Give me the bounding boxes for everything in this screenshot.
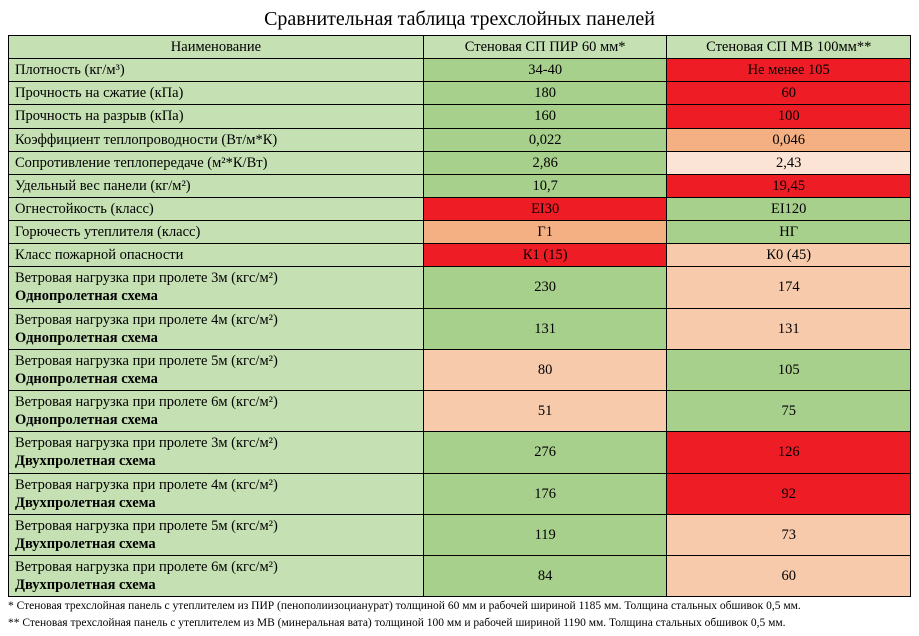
row-value-pir: К1 (15)	[423, 244, 667, 267]
table-row: Ветровая нагрузка при пролете 6м (кгс/м²…	[9, 391, 911, 432]
row-value-mv: 75	[667, 391, 911, 432]
row-name-scheme: Однопролетная схема	[15, 411, 417, 429]
row-name-scheme: Двухпролетная схема	[15, 452, 417, 470]
row-name: Ветровая нагрузка при пролете 6м (кгс/м²…	[9, 391, 424, 432]
row-name: Ветровая нагрузка при пролете 4м (кгс/м²…	[9, 473, 424, 514]
col-header-mv: Стеновая СП МВ 100мм**	[667, 36, 911, 59]
row-value-mv: 60	[667, 82, 911, 105]
row-name: Плотность (кг/м³)	[9, 59, 424, 82]
row-name: Сопротивление теплопередаче (м²*К/Вт)	[9, 151, 424, 174]
row-value-pir: 180	[423, 82, 667, 105]
row-name-line1: Ветровая нагрузка при пролете 3м (кгс/м²…	[15, 434, 417, 452]
row-value-pir: 131	[423, 308, 667, 349]
row-name: Ветровая нагрузка при пролете 5м (кгс/м²…	[9, 514, 424, 555]
footnote-2: ** Стеновая трехслойная панель с утеплит…	[8, 616, 911, 630]
col-header-name: Наименование	[9, 36, 424, 59]
row-value-pir: 119	[423, 514, 667, 555]
row-name: Ветровая нагрузка при пролете 6м (кгс/м²…	[9, 556, 424, 597]
footnote-1: * Стеновая трехслойная панель с утеплите…	[8, 599, 911, 613]
row-value-pir: 0,022	[423, 128, 667, 151]
table-row: Коэффициент теплопроводности (Вт/м*К)0,0…	[9, 128, 911, 151]
row-value-pir: Г1	[423, 221, 667, 244]
row-value-pir: 2,86	[423, 151, 667, 174]
row-value-pir: 80	[423, 349, 667, 390]
col-header-pir: Стеновая СП ПИР 60 мм*	[423, 36, 667, 59]
row-value-mv: 60	[667, 556, 911, 597]
table-row: Ветровая нагрузка при пролете 5м (кгс/м²…	[9, 514, 911, 555]
table-row: Ветровая нагрузка при пролете 3м (кгс/м²…	[9, 432, 911, 473]
row-name: Прочность на разрыв (кПа)	[9, 105, 424, 128]
row-name-line1: Ветровая нагрузка при пролете 6м (кгс/м²…	[15, 393, 417, 411]
row-name-scheme: Двухпролетная схема	[15, 494, 417, 512]
table-row: Ветровая нагрузка при пролете 5м (кгс/м²…	[9, 349, 911, 390]
row-value-pir: 176	[423, 473, 667, 514]
row-value-pir: 10,7	[423, 174, 667, 197]
row-name-scheme: Однопролетная схема	[15, 370, 417, 388]
row-value-mv: 100	[667, 105, 911, 128]
row-name-line1: Ветровая нагрузка при пролете 4м (кгс/м²…	[15, 476, 417, 494]
row-name-scheme: Двухпролетная схема	[15, 576, 417, 594]
row-value-mv: 73	[667, 514, 911, 555]
row-name: Прочность на сжатие (кПа)	[9, 82, 424, 105]
row-name-line1: Ветровая нагрузка при пролете 5м (кгс/м²…	[15, 352, 417, 370]
table-row: Ветровая нагрузка при пролете 4м (кгс/м²…	[9, 473, 911, 514]
row-value-mv: 19,45	[667, 174, 911, 197]
row-value-mv: 126	[667, 432, 911, 473]
row-name-line1: Ветровая нагрузка при пролете 4м (кгс/м²…	[15, 311, 417, 329]
row-name: Ветровая нагрузка при пролете 5м (кгс/м²…	[9, 349, 424, 390]
row-name: Горючесть утеплителя (класс)	[9, 221, 424, 244]
row-name-scheme: Двухпролетная схема	[15, 535, 417, 553]
row-name: Огнестойкость (класс)	[9, 197, 424, 220]
page-title: Сравнительная таблица трехслойных панеле…	[8, 8, 911, 31]
row-name: Класс пожарной опасности	[9, 244, 424, 267]
table-row: Прочность на разрыв (кПа)160100	[9, 105, 911, 128]
comparison-table: Наименование Стеновая СП ПИР 60 мм* Стен…	[8, 35, 911, 597]
table-row: Сопротивление теплопередаче (м²*К/Вт)2,8…	[9, 151, 911, 174]
row-name: Ветровая нагрузка при пролете 4м (кгс/м²…	[9, 308, 424, 349]
table-row: Прочность на сжатие (кПа)18060	[9, 82, 911, 105]
row-name: Ветровая нагрузка при пролете 3м (кгс/м²…	[9, 432, 424, 473]
row-value-mv: 174	[667, 267, 911, 308]
row-value-mv: 131	[667, 308, 911, 349]
row-value-pir: 160	[423, 105, 667, 128]
table-row: Плотность (кг/м³)34-40Не менее 105	[9, 59, 911, 82]
row-value-mv: 105	[667, 349, 911, 390]
row-name-line1: Ветровая нагрузка при пролете 5м (кгс/м²…	[15, 517, 417, 535]
row-value-mv: 0,046	[667, 128, 911, 151]
row-value-mv: НГ	[667, 221, 911, 244]
row-name: Ветровая нагрузка при пролете 3м (кгс/м²…	[9, 267, 424, 308]
table-row: Ветровая нагрузка при пролете 4м (кгс/м²…	[9, 308, 911, 349]
row-value-pir: 84	[423, 556, 667, 597]
row-value-pir: 276	[423, 432, 667, 473]
row-name-line1: Ветровая нагрузка при пролете 6м (кгс/м²…	[15, 558, 417, 576]
row-name-scheme: Однопролетная схема	[15, 287, 417, 305]
table-row: Удельный вес панели (кг/м²)10,719,45	[9, 174, 911, 197]
row-value-pir: 34-40	[423, 59, 667, 82]
row-value-mv: EI120	[667, 197, 911, 220]
row-value-pir: 230	[423, 267, 667, 308]
row-name-line1: Ветровая нагрузка при пролете 3м (кгс/м²…	[15, 269, 417, 287]
row-name: Коэффициент теплопроводности (Вт/м*К)	[9, 128, 424, 151]
table-row: Ветровая нагрузка при пролете 3м (кгс/м²…	[9, 267, 911, 308]
table-row: Ветровая нагрузка при пролете 6м (кгс/м²…	[9, 556, 911, 597]
row-value-mv: 2,43	[667, 151, 911, 174]
table-row: Горючесть утеплителя (класс)Г1НГ	[9, 221, 911, 244]
table-header-row: Наименование Стеновая СП ПИР 60 мм* Стен…	[9, 36, 911, 59]
row-value-pir: 51	[423, 391, 667, 432]
table-row: Огнестойкость (класс)EI30EI120	[9, 197, 911, 220]
row-value-mv: К0 (45)	[667, 244, 911, 267]
row-value-mv: 92	[667, 473, 911, 514]
row-value-mv: Не менее 105	[667, 59, 911, 82]
row-value-pir: EI30	[423, 197, 667, 220]
table-row: Класс пожарной опасностиК1 (15)К0 (45)	[9, 244, 911, 267]
row-name-scheme: Однопролетная схема	[15, 329, 417, 347]
row-name: Удельный вес панели (кг/м²)	[9, 174, 424, 197]
